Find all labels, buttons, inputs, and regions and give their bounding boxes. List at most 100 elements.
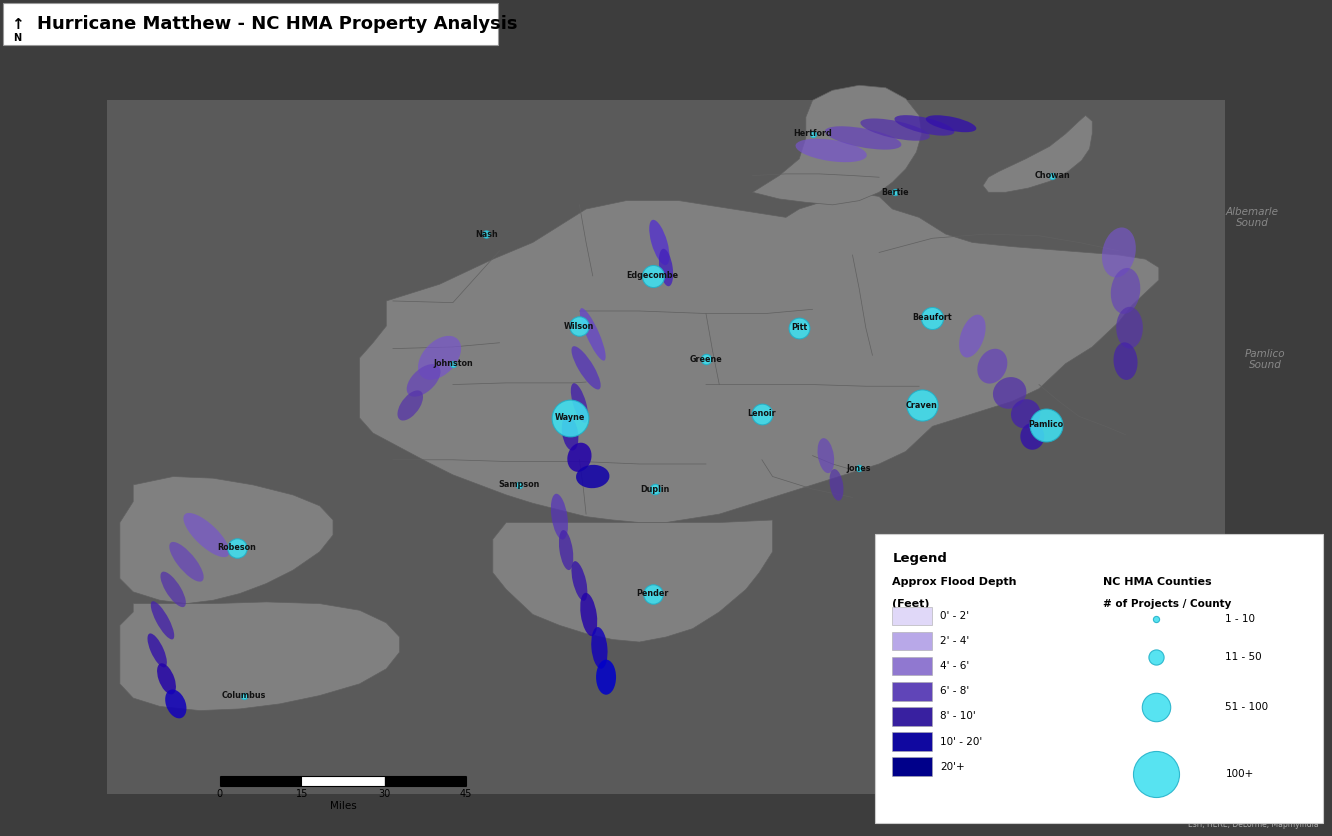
- Point: [1146, 613, 1167, 626]
- Text: Sampson: Sampson: [498, 481, 541, 489]
- Polygon shape: [120, 477, 333, 604]
- Point: [884, 186, 906, 199]
- Point: [1146, 767, 1167, 781]
- Point: [509, 478, 530, 492]
- Point: [922, 311, 943, 324]
- Point: [911, 399, 932, 412]
- Text: 15: 15: [296, 789, 308, 799]
- Ellipse shape: [659, 249, 673, 286]
- Ellipse shape: [978, 349, 1007, 384]
- Ellipse shape: [184, 513, 229, 557]
- Text: Pamlico
Sound: Pamlico Sound: [1245, 349, 1285, 370]
- Bar: [892, 707, 932, 726]
- Text: Craven: Craven: [906, 401, 938, 410]
- Polygon shape: [120, 602, 400, 711]
- Text: ↑: ↑: [11, 17, 24, 32]
- Text: 0: 0: [217, 789, 222, 799]
- Ellipse shape: [1020, 423, 1044, 450]
- Text: 4' - 6': 4' - 6': [940, 661, 970, 671]
- Point: [1146, 701, 1167, 714]
- Text: 45: 45: [460, 789, 473, 799]
- Ellipse shape: [1116, 307, 1143, 349]
- Text: 2' - 4': 2' - 4': [940, 636, 970, 646]
- Point: [476, 227, 497, 241]
- FancyBboxPatch shape: [875, 534, 1323, 823]
- Ellipse shape: [397, 390, 424, 421]
- Text: Nash: Nash: [474, 230, 498, 238]
- Text: Pitt: Pitt: [791, 324, 807, 332]
- Text: Chowan: Chowan: [1035, 171, 1070, 180]
- Ellipse shape: [579, 308, 606, 360]
- Bar: [892, 657, 932, 675]
- Ellipse shape: [894, 115, 955, 135]
- Text: Onslow
Bay: Onslow Bay: [940, 683, 978, 705]
- Ellipse shape: [571, 346, 601, 390]
- Text: 8' - 10': 8' - 10': [940, 711, 976, 721]
- Ellipse shape: [165, 690, 186, 718]
- Point: [1146, 650, 1167, 664]
- FancyBboxPatch shape: [3, 3, 498, 45]
- Ellipse shape: [830, 469, 843, 501]
- Point: [559, 411, 581, 425]
- Text: Hurricane Matthew - NC HMA Property Analysis: Hurricane Matthew - NC HMA Property Anal…: [37, 15, 518, 33]
- Point: [442, 357, 464, 370]
- Ellipse shape: [926, 115, 976, 132]
- Bar: [892, 607, 932, 625]
- Ellipse shape: [825, 126, 902, 150]
- Point: [848, 461, 870, 475]
- Polygon shape: [0, 794, 1332, 836]
- Point: [1035, 418, 1056, 431]
- Bar: [892, 757, 932, 776]
- Point: [802, 127, 823, 140]
- Text: Legend: Legend: [892, 552, 947, 565]
- Polygon shape: [360, 192, 1159, 522]
- Bar: [892, 632, 932, 650]
- Ellipse shape: [551, 494, 567, 539]
- Point: [233, 689, 254, 702]
- Text: (Feet): (Feet): [892, 599, 930, 609]
- Polygon shape: [493, 520, 773, 642]
- Point: [569, 319, 590, 333]
- Point: [1042, 169, 1063, 182]
- Text: 20'+: 20'+: [940, 762, 964, 772]
- Text: Robeson: Robeson: [217, 543, 257, 552]
- Text: Hertford: Hertford: [793, 130, 832, 138]
- Text: 100+: 100+: [1225, 769, 1253, 779]
- Text: Edgecombe: Edgecombe: [626, 272, 679, 280]
- Bar: [220, 776, 466, 786]
- Text: 11 - 50: 11 - 50: [1225, 652, 1261, 662]
- Ellipse shape: [575, 465, 610, 488]
- Polygon shape: [983, 115, 1092, 192]
- Text: 30: 30: [378, 789, 390, 799]
- Ellipse shape: [581, 593, 597, 636]
- Ellipse shape: [1111, 268, 1140, 314]
- Polygon shape: [753, 85, 922, 205]
- Bar: [384, 776, 466, 786]
- Point: [642, 587, 663, 600]
- Ellipse shape: [169, 542, 204, 582]
- Point: [695, 353, 717, 366]
- Ellipse shape: [562, 415, 578, 451]
- Polygon shape: [1225, 0, 1332, 836]
- Bar: [220, 776, 302, 786]
- Polygon shape: [0, 0, 107, 836]
- Bar: [302, 776, 384, 786]
- Point: [751, 407, 773, 421]
- Ellipse shape: [151, 601, 174, 640]
- Ellipse shape: [418, 336, 461, 380]
- Text: Lenoir: Lenoir: [747, 410, 777, 418]
- Ellipse shape: [406, 364, 441, 396]
- Point: [645, 482, 666, 496]
- Ellipse shape: [1114, 343, 1138, 380]
- Text: Duplin: Duplin: [641, 485, 670, 493]
- Text: 10' - 20': 10' - 20': [940, 737, 983, 747]
- Text: 0' - 2': 0' - 2': [940, 611, 970, 621]
- Ellipse shape: [567, 443, 591, 472]
- Text: Johnston: Johnston: [433, 359, 473, 368]
- Text: Beaufort: Beaufort: [912, 314, 952, 322]
- Ellipse shape: [795, 139, 867, 162]
- Text: # of Projects / County: # of Projects / County: [1103, 599, 1231, 609]
- Ellipse shape: [1011, 400, 1040, 428]
- Text: Wilson: Wilson: [565, 322, 594, 330]
- Ellipse shape: [597, 660, 617, 695]
